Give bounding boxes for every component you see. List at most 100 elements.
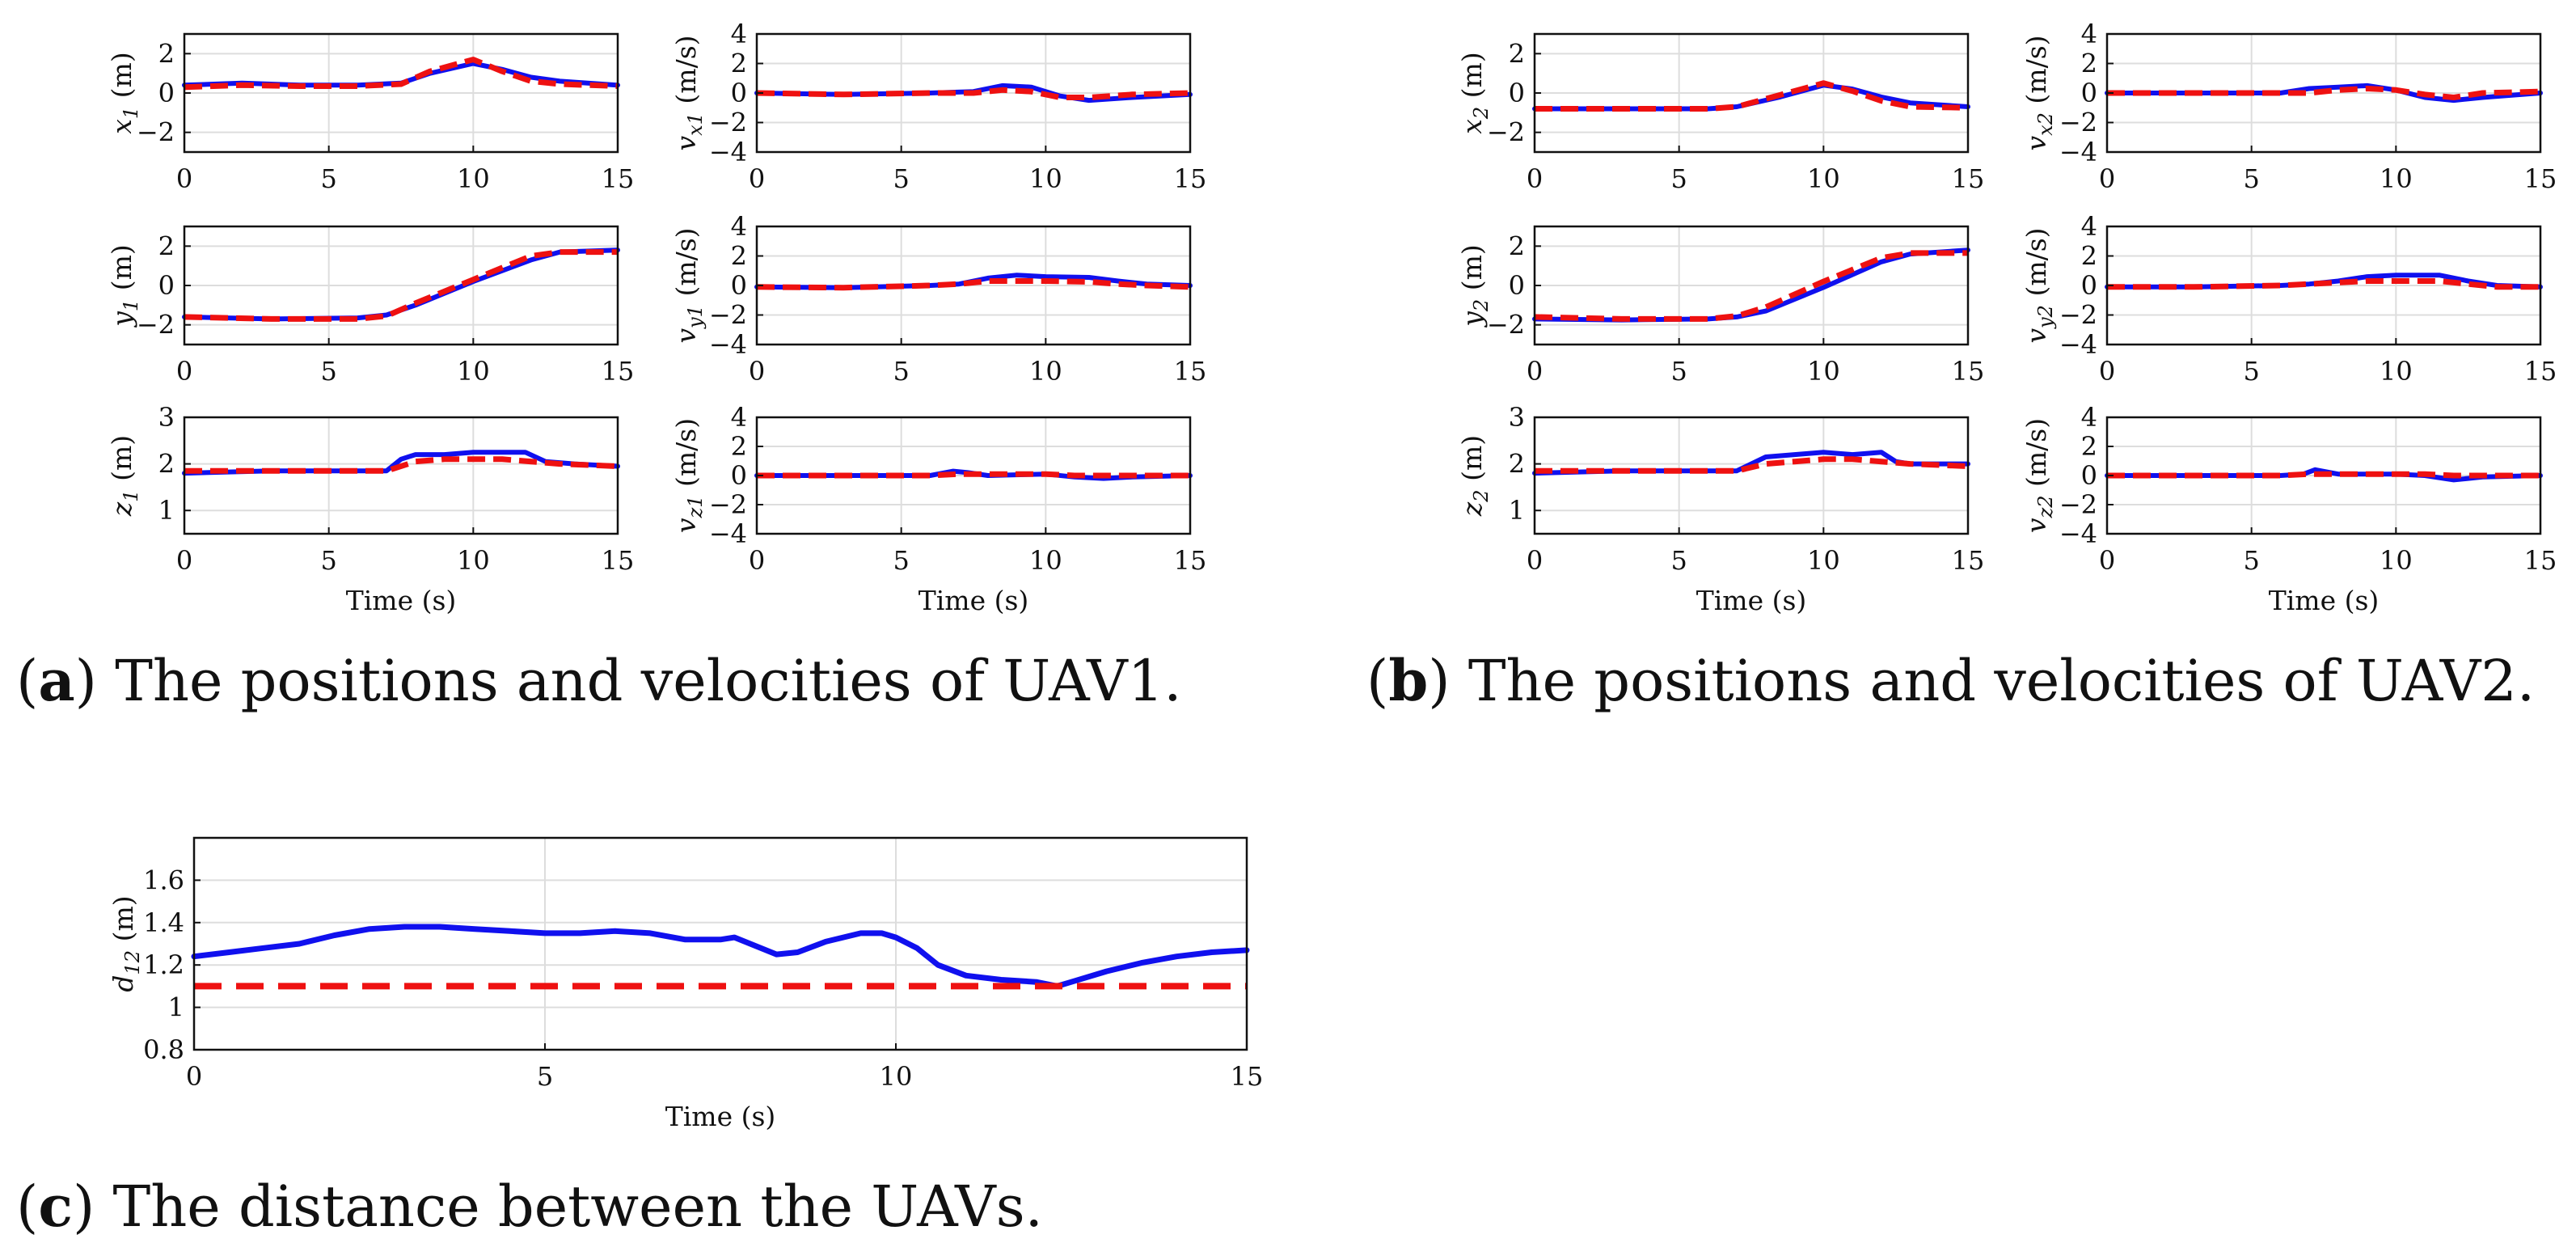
- x-tick-label: 10: [1807, 545, 1840, 576]
- x-tick-label: 15: [2524, 545, 2557, 576]
- x-tick-label: 0: [2099, 545, 2115, 576]
- caption-b: (b) The positions and velocities of UAV2…: [1366, 647, 2536, 714]
- y-axis-label: vz1 (m/s): [670, 418, 707, 533]
- y-tick-label: 1: [168, 992, 184, 1023]
- y-tick-label: 2: [2081, 241, 2097, 272]
- y-tick-label: 0: [2081, 270, 2097, 301]
- y-tick-label: −2: [2059, 108, 2097, 138]
- series-reference-y2: [1534, 250, 1968, 322]
- x-tick-label: 0: [749, 163, 765, 194]
- y-tick-label: 2: [731, 431, 747, 462]
- y-tick-label: 2: [158, 38, 175, 69]
- y-tick-label: 0: [2081, 460, 2097, 491]
- y-tick-label: 4: [731, 211, 747, 242]
- x-tick-label: 5: [893, 356, 909, 387]
- y-tick-label: −2: [137, 117, 175, 148]
- x-tick-label: 15: [1174, 163, 1207, 194]
- x-tick-label: 0: [749, 356, 765, 387]
- caption-a-tag: a: [38, 647, 75, 714]
- y-tick-label: −4: [2059, 137, 2097, 167]
- y-tick-label: −2: [2059, 489, 2097, 520]
- chart-z1: 0 5 10 15 1 2 3 Time (s) z1 (m): [106, 402, 634, 616]
- x-tick-label: 5: [320, 356, 336, 387]
- y-tick-label: −2: [137, 310, 175, 340]
- y-axis-label: d12 (m): [108, 895, 144, 992]
- axes-box-d12: [192, 836, 1248, 1051]
- x-tick-label: 15: [2524, 163, 2557, 194]
- y-tick-label: 2: [1509, 230, 1525, 261]
- y-tick-label: 4: [2081, 402, 2097, 433]
- y-tick-label: 3: [158, 402, 175, 433]
- x-tick-label: 0: [186, 1061, 202, 1092]
- series-reference-vx2: [2107, 86, 2541, 100]
- series-reference-vz1: [757, 471, 1190, 479]
- y-axis-label: y2 (m): [1456, 244, 1493, 328]
- y-axis-label: z1 (m): [106, 435, 142, 517]
- x-tick-label: 10: [2380, 163, 2413, 194]
- y-tick-label: −4: [2059, 329, 2097, 360]
- y-tick-label: 2: [1509, 449, 1525, 480]
- chart-d12: 0 5 10 15 0.8 1 1.2 1.4 1.6 Time (s) d12 (m): [108, 836, 1263, 1132]
- x-tick-label: 10: [1807, 163, 1840, 194]
- y-axis-label: vy2 (m/s): [2021, 227, 2057, 343]
- x-axis-label: Time (s): [918, 585, 1029, 616]
- y-axis-label: vy1 (m/s): [670, 227, 707, 343]
- y-tick-label: 2: [158, 449, 175, 480]
- y-tick-label: 3: [1509, 402, 1525, 433]
- y-tick-label: 1.6: [143, 865, 184, 895]
- x-tick-label: 15: [602, 545, 635, 576]
- y-tick-label: −2: [1487, 310, 1525, 340]
- x-tick-label: 15: [602, 163, 635, 194]
- x-tick-label: 15: [1952, 163, 1985, 194]
- y-tick-label: 4: [731, 19, 747, 49]
- series-reference-x1: [184, 57, 619, 91]
- x-tick-label: 5: [1670, 163, 1687, 194]
- caption-a: (a) The positions and velocities of UAV1…: [16, 647, 1182, 714]
- series-reference-vy1: [756, 278, 1191, 291]
- x-axis-label: Time (s): [346, 585, 457, 616]
- y-tick-label: 0: [2081, 78, 2097, 108]
- x-tick-label: 0: [2099, 356, 2115, 387]
- y-tick-label: −4: [709, 137, 747, 167]
- x-tick-label: 5: [2243, 163, 2259, 194]
- caption-c: (c) The distance between the UAVs.: [16, 1173, 1043, 1240]
- y-tick-label: 2: [2081, 49, 2097, 79]
- x-tick-label: 10: [457, 163, 490, 194]
- x-tick-label: 0: [176, 163, 192, 194]
- y-tick-label: 2: [731, 49, 747, 79]
- y-tick-label: −2: [709, 108, 747, 138]
- y-tick-label: −2: [2059, 300, 2097, 331]
- y-tick-label: 4: [2081, 19, 2097, 49]
- y-axis-label: vz2 (m/s): [2021, 418, 2057, 533]
- y-tick-label: −2: [709, 489, 747, 520]
- x-axis-label: Time (s): [665, 1101, 776, 1132]
- series-reference-vz2: [2107, 471, 2540, 479]
- y-tick-label: 2: [1509, 38, 1525, 69]
- y-tick-label: 2: [731, 241, 747, 272]
- axes-box-z2: [1533, 416, 1970, 535]
- y-axis-label: vx2 (m/s): [2021, 35, 2057, 150]
- y-tick-label: 2: [2081, 431, 2097, 462]
- x-tick-label: 10: [1029, 163, 1062, 194]
- y-tick-label: 1.2: [143, 949, 184, 980]
- y-tick-label: −2: [1487, 117, 1525, 148]
- x-tick-label: 15: [2524, 356, 2557, 387]
- x-tick-label: 10: [1029, 545, 1062, 576]
- caption-c-tag: c: [38, 1173, 73, 1240]
- caption-a-text: The positions and velocities of UAV1.: [115, 648, 1182, 714]
- x-tick-label: 10: [2380, 545, 2413, 576]
- caption-b-text: The positions and velocities of UAV2.: [1467, 648, 2536, 714]
- x-tick-label: 10: [1807, 356, 1840, 387]
- x-tick-label: 15: [1174, 545, 1207, 576]
- y-tick-label: 0: [731, 270, 747, 301]
- y-axis-label: x1 (m): [106, 52, 142, 133]
- y-tick-label: 1: [158, 495, 175, 526]
- x-tick-label: 5: [320, 545, 336, 576]
- y-tick-label: 0: [731, 78, 747, 108]
